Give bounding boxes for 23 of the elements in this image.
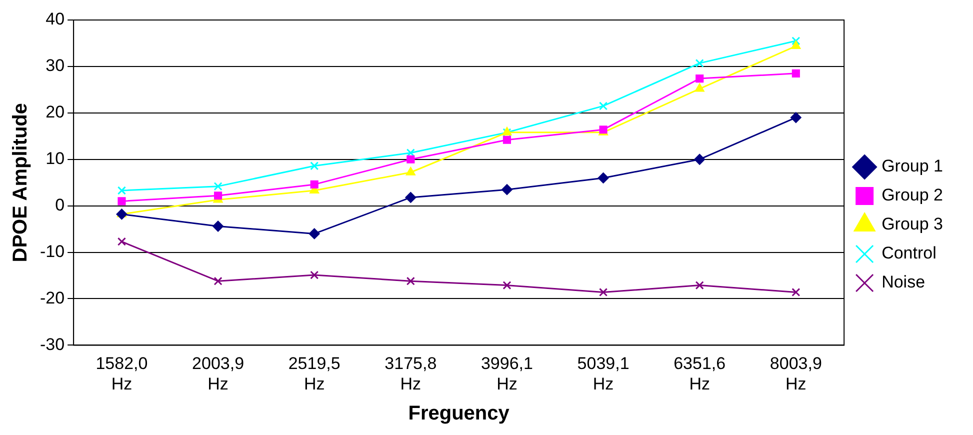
x-tick-label: 2003,9 Hz (192, 354, 244, 394)
y-axis-title: DPOE Amplitude (10, 102, 32, 262)
y-tick-label: -30 (40, 334, 65, 354)
y-tick-label: 40 (46, 10, 65, 29)
x-tick-label: 2519,5 Hz (288, 354, 340, 394)
x-tick-label: 6351,6 Hz (674, 354, 726, 394)
y-tick-label: 20 (46, 102, 65, 122)
legend-label: Group 2 (882, 186, 944, 205)
x-tick-label: 3175,8 Hz (384, 354, 437, 394)
x-axis-title: Freguency (408, 402, 510, 425)
x-tick-label: 3996,1 Hz (480, 354, 533, 394)
y-tick-label: 30 (46, 56, 65, 76)
y-tick-label: 0 (55, 196, 65, 215)
y-tick-label: -10 (40, 242, 65, 261)
y-tick-label: -20 (40, 288, 65, 308)
legend-label: Group 3 (882, 214, 944, 234)
y-tick-label: 10 (46, 149, 65, 168)
x-tick-label: 5039,1 Hz (577, 354, 630, 394)
x-tick-label: 8003,9 Hz (770, 354, 822, 394)
x-tick-label: 1582,0 Hz (96, 354, 148, 394)
legend-label: Group 1 (882, 156, 944, 176)
legend-label: Control (882, 244, 936, 263)
legend-label: Noise (882, 272, 926, 292)
